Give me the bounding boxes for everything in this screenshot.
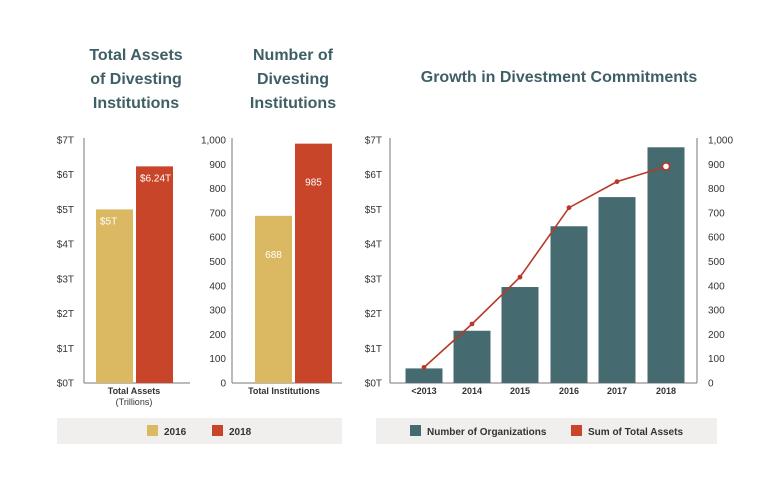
inst-y-tick-3: 300 <box>209 306 226 317</box>
legend-swatch-2016 <box>147 425 158 436</box>
inst-y-tick-4: 400 <box>209 281 226 292</box>
assets-title-line-3: Institutions <box>93 95 179 112</box>
inst-title-line-3: Institutions <box>250 95 336 112</box>
legend-swatch-2018 <box>212 425 223 436</box>
legend-label-2018: 2018 <box>229 427 252 438</box>
legend-label-2016: 2016 <box>164 427 187 438</box>
growth-bar-0 <box>405 368 443 383</box>
growth-y-right-tick-5: 500 <box>708 257 725 268</box>
inst-title-line-1: Number of <box>253 47 334 64</box>
legend-swatch-organizations <box>410 425 421 436</box>
inst-label-2016: 688 <box>265 250 282 261</box>
growth-x-tick-3: 2016 <box>559 386 579 396</box>
growth-assets-point-0 <box>421 364 427 370</box>
growth-y-left-tick-5: $5T <box>365 205 382 216</box>
inst-y-tick-1: 100 <box>209 354 226 365</box>
growth-title: Growth in Divestment Commitments <box>421 69 698 86</box>
growth-bar-1 <box>453 330 491 383</box>
assets-y-tick-7: $7T <box>57 136 74 147</box>
growth-y-right-tick-2: 200 <box>708 330 725 341</box>
inst-y-tick-8: 800 <box>209 184 226 195</box>
growth-y-left-tick-6: $6T <box>365 170 382 181</box>
growth-y-right-tick-0: 0 <box>708 379 714 390</box>
growth-y-left-tick-7: $7T <box>365 136 382 147</box>
legend-swatch-assets <box>571 425 582 436</box>
growth-assets-point-2 <box>517 274 523 280</box>
assets-bar-2018 <box>136 166 173 383</box>
inst-bar-2018 <box>295 143 332 383</box>
assets-y-tick-4: $4T <box>57 240 74 251</box>
inst-y-tick-0: 0 <box>220 379 226 390</box>
growth-y-left-tick-0: $0T <box>365 379 382 390</box>
assets-bar-2016 <box>96 209 133 383</box>
assets-y-tick-3: $3T <box>57 274 74 285</box>
growth-y-right-tick-9: 900 <box>708 160 725 171</box>
inst-y-tick-7: 700 <box>209 208 226 219</box>
growth-x-tick-4: 2017 <box>607 386 627 396</box>
assets-y-tick-1: $1T <box>57 344 74 355</box>
growth-y-right-tick-3: 300 <box>708 306 725 317</box>
assets-x-subtick: (Trillions) <box>116 397 153 407</box>
legend-label-assets: Sum of Total Assets <box>588 427 683 438</box>
growth-y-right-tick-1: 100 <box>708 354 725 365</box>
inst-y-tick-6: 600 <box>209 233 226 244</box>
growth-x-tick-1: 2014 <box>462 386 482 396</box>
inst-title-line-2: Divesting <box>257 71 329 88</box>
inst-x-tick: Total Institutions <box>248 386 320 396</box>
inst-y-tick-10: 1,000 <box>201 136 226 147</box>
growth-y-left-tick-3: $3T <box>365 274 382 285</box>
inst-y-tick-2: 200 <box>209 330 226 341</box>
inst-label-2018: 985 <box>305 178 322 189</box>
assets-label-2018: $6.24T <box>140 173 171 184</box>
growth-y-left-tick-2: $2T <box>365 309 382 320</box>
growth-assets-point-4 <box>614 179 620 185</box>
assets-y-tick-6: $6T <box>57 170 74 181</box>
growth-bar-2 <box>501 287 539 383</box>
growth-x-tick-2: 2015 <box>510 386 530 396</box>
assets-y-tick-2: $2T <box>57 309 74 320</box>
assets-label-2016: $5T <box>100 216 117 227</box>
growth-x-tick-5: 2018 <box>656 386 676 396</box>
growth-bar-4 <box>598 197 636 383</box>
growth-assets-point-5 <box>661 161 671 171</box>
inst-y-tick-5: 500 <box>209 257 226 268</box>
growth-y-right-tick-10: 1,000 <box>708 136 733 147</box>
growth-y-left-tick-4: $4T <box>365 240 382 251</box>
inst-y-tick-9: 900 <box>209 160 226 171</box>
legend-right-panel <box>376 418 717 444</box>
growth-assets-line <box>423 165 667 368</box>
growth-x-tick-0: <2013 <box>411 386 436 396</box>
assets-title-line-1: Total Assets <box>89 47 182 64</box>
assets-x-tick: Total Assets <box>108 386 161 396</box>
growth-y-right-tick-8: 800 <box>708 184 725 195</box>
legend-label-organizations: Number of Organizations <box>427 427 547 438</box>
growth-y-right-tick-7: 700 <box>708 208 725 219</box>
assets-title-line-2: of Divesting <box>90 71 182 88</box>
growth-assets-point-1 <box>469 321 475 327</box>
growth-y-right-tick-4: 400 <box>708 281 725 292</box>
inst-bar-2016 <box>255 215 292 383</box>
assets-y-tick-0: $0T <box>57 379 74 390</box>
growth-assets-point-3 <box>566 205 572 211</box>
growth-bar-3 <box>550 226 588 383</box>
growth-y-right-tick-6: 600 <box>708 233 725 244</box>
legend-left-panel <box>57 418 342 444</box>
growth-bar-5 <box>647 147 685 383</box>
growth-y-left-tick-1: $1T <box>365 344 382 355</box>
assets-y-tick-5: $5T <box>57 205 74 216</box>
